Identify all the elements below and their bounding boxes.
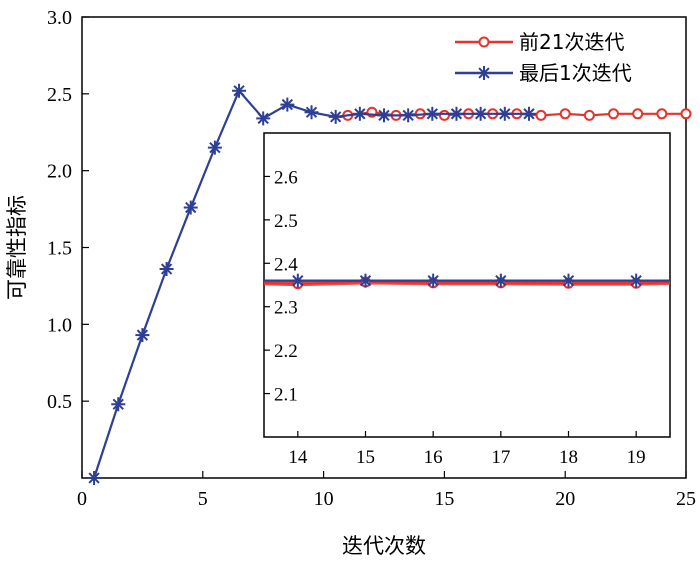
inset-y-tick-label: 2.4 [274, 254, 298, 275]
data-point [290, 273, 305, 288]
legend-label: 最后1次迭代 [519, 61, 632, 85]
x-tick-label: 15 [434, 488, 454, 510]
y-tick-label: 3.0 [47, 7, 72, 29]
data-point [183, 200, 198, 215]
legend-marker [478, 36, 490, 48]
data-point [438, 109, 450, 121]
x-tick-label: 0 [77, 488, 87, 510]
legend-item: 前21次迭代 [455, 30, 624, 54]
data-point [352, 106, 367, 121]
data-point [521, 106, 536, 121]
data-point [425, 106, 440, 121]
x-tick-label: 5 [198, 488, 208, 510]
data-point [608, 108, 620, 120]
data-point [632, 108, 644, 120]
data-point [583, 109, 595, 121]
data-point [535, 109, 547, 121]
inset-x-tick-label: 14 [288, 447, 308, 468]
y-tick-label: 0.5 [47, 391, 72, 413]
legend-label: 前21次迭代 [519, 30, 624, 54]
main-plot: 0 5 10 15 20 25 0.5 1.0 1.5 2.0 2.5 3.0 迭代次数 可靠性指标 [5, 7, 696, 558]
data-point [304, 105, 319, 120]
x-tick-label: 20 [555, 488, 575, 510]
legend-item: 最后1次迭代 [455, 61, 632, 85]
inset-plot: 14 15 16 17 18 19 2.1 2.2 2.3 2.4 2.5 2.6 [263, 132, 671, 468]
data-point [135, 328, 150, 343]
x-axis-title: 迭代次数 [342, 534, 426, 558]
inset-x-tick-label: 15 [356, 447, 375, 468]
y-tick-label: 1.0 [47, 314, 72, 336]
inset-y-tick-label: 2.3 [274, 298, 298, 319]
data-point [232, 83, 247, 98]
data-point [207, 140, 222, 155]
data-point [629, 273, 644, 288]
data-point [656, 108, 668, 120]
data-point [680, 108, 692, 120]
inset-y-tick-label: 2.1 [274, 385, 298, 406]
data-point [87, 471, 102, 485]
data-point [497, 106, 512, 121]
inset-x-tick-label: 18 [559, 447, 578, 468]
data-point [426, 273, 441, 288]
data-point [561, 273, 576, 288]
legend-marker [477, 66, 491, 80]
inset-x-tick-label: 17 [491, 447, 510, 468]
y-tick-label: 1.5 [47, 238, 72, 260]
data-point [280, 97, 295, 112]
x-tick-label: 10 [314, 488, 334, 510]
inset-y-tick-label: 2.6 [274, 167, 298, 188]
inset-series-last-1 [264, 273, 670, 288]
x-tick-label: 25 [676, 488, 696, 510]
data-point [473, 106, 488, 121]
y-tick-label: 2.5 [47, 84, 72, 106]
y-axis-title: 可靠性指标 [5, 195, 29, 300]
data-point [328, 109, 343, 124]
data-point [493, 273, 508, 288]
data-point [401, 108, 416, 123]
data-point [111, 397, 126, 412]
inset-x-tick-label: 19 [627, 447, 646, 468]
data-point [358, 273, 373, 288]
inset-x-tick-label: 16 [424, 447, 443, 468]
series-line [263, 280, 671, 285]
data-point [256, 111, 271, 126]
data-point [449, 106, 464, 121]
inset-y-tick-label: 2.5 [274, 211, 298, 232]
data-point [559, 108, 571, 120]
main-series-last-1 [87, 83, 536, 485]
data-point [159, 262, 174, 277]
data-point [377, 108, 391, 123]
y-tick-label: 2.0 [47, 161, 72, 183]
inset-y-tick-label: 2.2 [274, 341, 298, 362]
